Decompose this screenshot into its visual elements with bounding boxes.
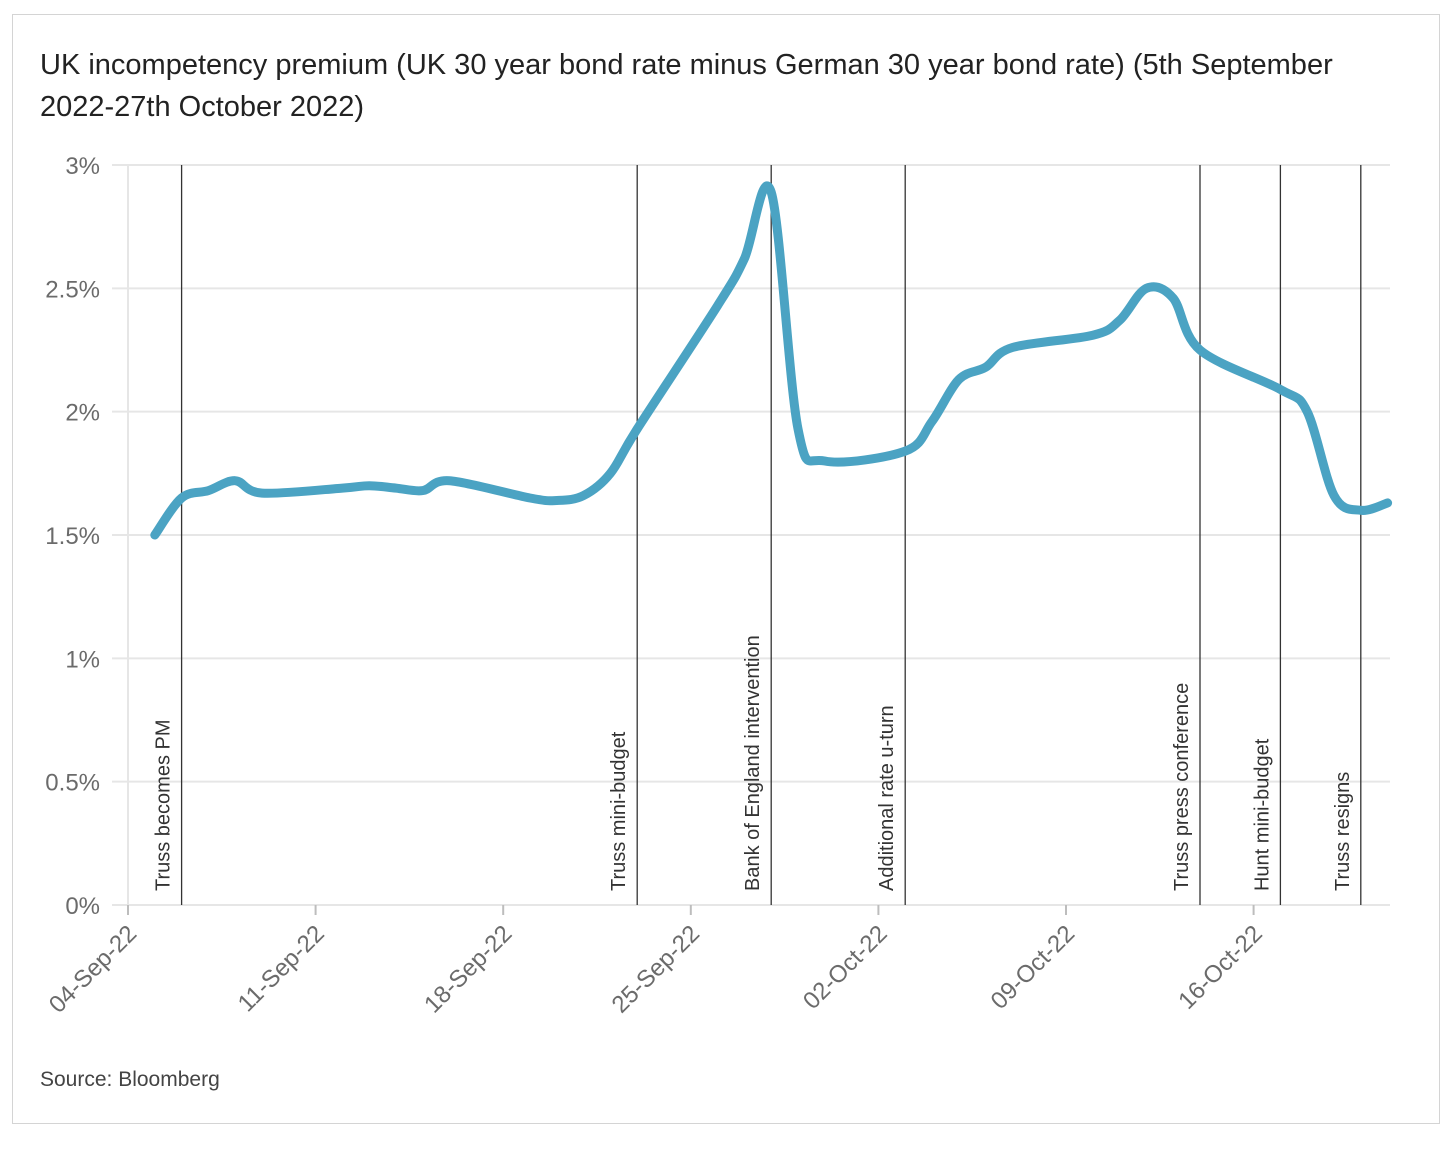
x-tick-label: 11-Sep-22 — [233, 920, 330, 1017]
chart-title: UK incompetency premium (UK 30 year bond… — [40, 49, 1333, 123]
gridlines — [112, 164, 1390, 906]
event-label: Truss becomes PM — [153, 719, 175, 891]
event-label: Bank of England intervention — [742, 635, 764, 891]
y-tick-label: 1.5% — [45, 523, 100, 550]
series-line — [150, 181, 1393, 540]
event-label: Hunt mini-budget — [1251, 738, 1273, 891]
x-tick-label: 02-Oct-22 — [798, 920, 893, 1015]
source-note: Source: Bloomberg — [40, 1068, 220, 1091]
x-tick-label: 18-Sep-22 — [419, 920, 517, 1018]
event-markers: Truss becomes PM Truss mini-budget Bank of… — [153, 165, 1362, 905]
x-tick-label: 25-Sep-22 — [607, 920, 705, 1018]
y-tick-label: 2% — [65, 400, 100, 427]
event-label: Truss mini-budget — [608, 731, 630, 891]
x-tick-label: 09-Oct-22 — [986, 920, 1081, 1015]
y-tick-label: 0% — [65, 893, 100, 920]
event-label: Additional rate u-turn — [876, 705, 898, 891]
x-axis: 04-Sep-22 11-Sep-22 18-Sep-22 25-Sep-22 02-O… — [44, 905, 1268, 1018]
event-label: Truss resigns — [1332, 772, 1354, 891]
x-tick-label: 16-Oct-22 — [1173, 920, 1268, 1015]
y-tick-label: 2.5% — [45, 276, 100, 303]
x-tick-label: 04-Sep-22 — [44, 920, 142, 1018]
y-tick-label: 0.5% — [45, 770, 100, 797]
y-tick-label: 1% — [65, 646, 100, 673]
chart-frame — [12, 14, 1440, 1124]
series-layer — [150, 181, 1393, 540]
y-axis-ticks: 0% 0.5% 1% 1.5% 2% 2.5% 3% — [45, 153, 100, 920]
y-tick-label: 3% — [65, 153, 100, 180]
event-label: Truss press conference — [1171, 683, 1193, 891]
